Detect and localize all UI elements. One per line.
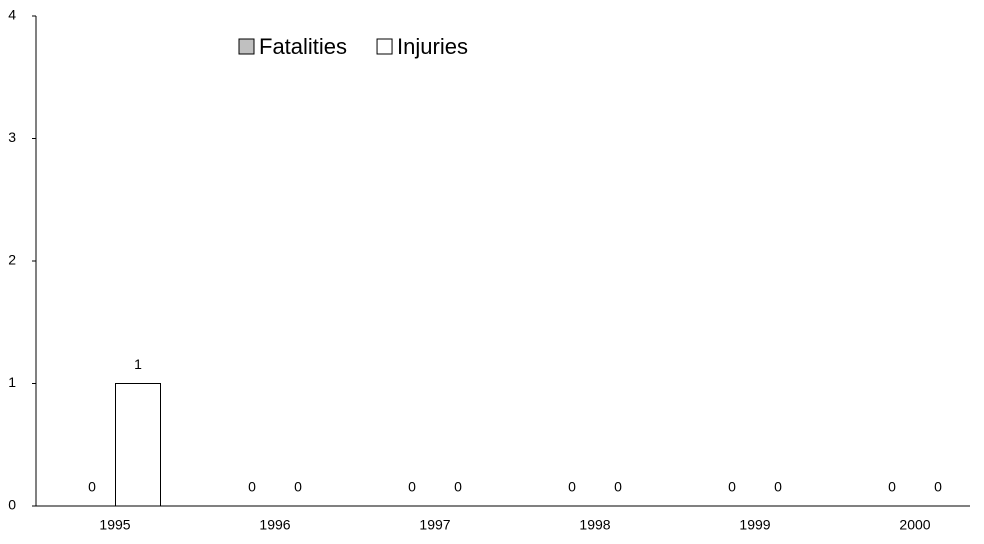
data-label: 0 — [568, 479, 576, 495]
y-tick-label: 2 — [8, 252, 16, 268]
x-tick-label: 1998 — [579, 517, 610, 533]
legend-swatch — [238, 38, 255, 55]
data-label: 0 — [888, 479, 896, 495]
data-label: 0 — [728, 479, 736, 495]
bar — [115, 383, 161, 507]
y-tick-label: 4 — [8, 7, 16, 23]
data-label: 0 — [774, 479, 782, 495]
legend-label: Injuries — [397, 34, 468, 59]
data-label: 0 — [454, 479, 462, 495]
legend-swatch — [376, 38, 393, 55]
x-tick-label: 1996 — [259, 517, 290, 533]
x-tick-label: 1999 — [739, 517, 770, 533]
y-tick-label: 1 — [8, 374, 16, 390]
data-label: 0 — [934, 479, 942, 495]
legend-label: Fatalities — [259, 34, 347, 59]
data-label: 0 — [248, 479, 256, 495]
data-label: 0 — [294, 479, 302, 495]
y-tick-label: 0 — [8, 497, 16, 513]
data-label: 1 — [134, 356, 142, 372]
legend: Fatalities Injuries — [238, 34, 468, 59]
data-label: 0 — [408, 479, 416, 495]
x-tick-label: 1997 — [419, 517, 450, 533]
data-label: 0 — [614, 479, 622, 495]
y-tick-label: 3 — [8, 129, 16, 145]
x-tick-label: 1995 — [99, 517, 130, 533]
x-tick-label: 2000 — [899, 517, 930, 533]
data-label: 0 — [88, 479, 96, 495]
